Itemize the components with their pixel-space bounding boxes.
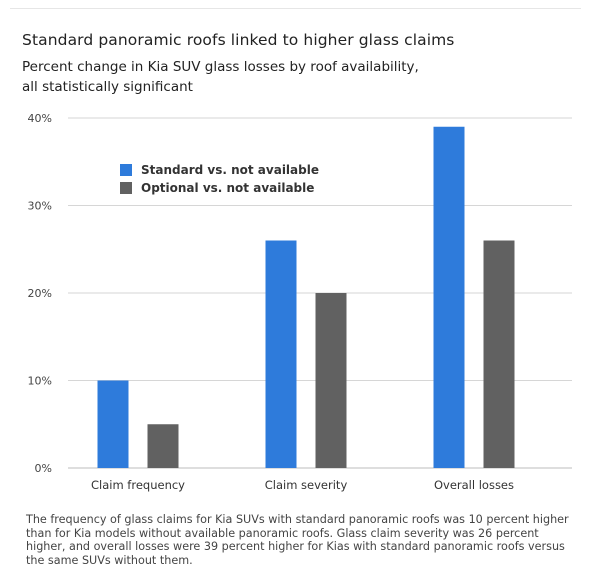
y-tick-label: 10% [28, 375, 52, 388]
subtitle-line-1: Percent change in Kia SUV glass losses b… [22, 59, 419, 75]
bar-optional [483, 240, 515, 468]
x-category-label: Claim severity [265, 478, 348, 492]
subtitle-line-2: all statistically significant [22, 79, 193, 95]
legend-swatch [120, 182, 132, 194]
chart-subtitle: Percent change in Kia SUV glass losses b… [22, 57, 419, 97]
bar-standard [97, 380, 129, 468]
legend-label: Optional vs. not available [141, 181, 314, 195]
y-tick-label: 40% [28, 112, 52, 125]
bar-standard [265, 240, 297, 468]
y-tick-label: 20% [28, 287, 52, 300]
bar-standard [433, 126, 465, 468]
bar-optional [315, 293, 347, 468]
legend-label: Standard vs. not available [141, 163, 319, 177]
chart-caption: The frequency of glass claims for Kia SU… [26, 513, 569, 567]
top-divider [10, 8, 581, 9]
y-tick-label: 30% [28, 200, 52, 213]
x-category-label: Overall losses [434, 478, 514, 492]
chart-title: Standard panoramic roofs linked to highe… [22, 31, 455, 49]
bar-optional [147, 424, 179, 468]
legend-swatch [120, 164, 132, 176]
bar-chart: 0% 10% 20% 30% 40% Claim frequency Claim sever… [28, 112, 572, 492]
x-category-label: Claim frequency [91, 478, 185, 492]
y-tick-label: 0% [35, 462, 52, 475]
